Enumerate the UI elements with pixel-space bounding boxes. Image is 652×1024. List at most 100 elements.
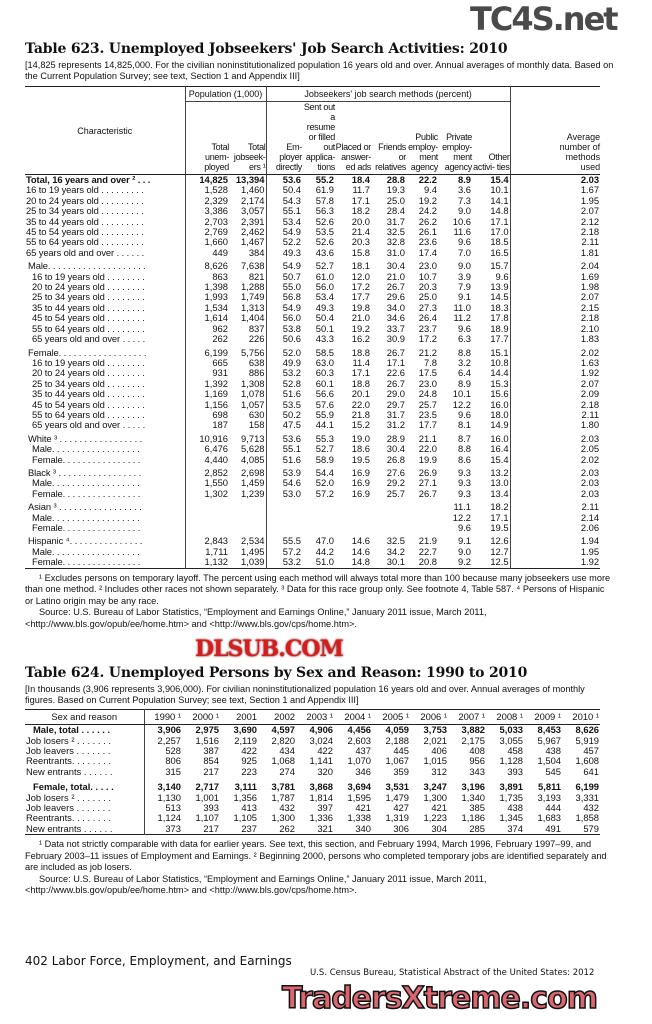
cell-value: 432	[279, 801, 295, 813]
cell-public-agency: 24.8	[418, 388, 437, 400]
table-row: 45 to 54 years old . . . . . . . . 1,614 1…	[25, 312, 600, 324]
cell-employer-directly: 52.8	[282, 377, 301, 389]
cell-value: 374	[507, 822, 523, 834]
row-label: Asian ³ . . . . . . . . . . . . . . . . …	[25, 501, 186, 513]
col-year: 2009 ¹	[524, 709, 562, 726]
table-row: 55 to 64 years old . . . . . . . . . 1,66…	[25, 236, 600, 248]
cell-value: 1,015	[423, 755, 447, 767]
cell-value: 1,336	[309, 812, 333, 824]
cell-employer-directly: 47.5	[282, 419, 301, 431]
cell-public-agency: 22.2	[418, 174, 437, 185]
page-footer-section: 402 Labor Force, Employment, and Earning…	[25, 953, 292, 968]
cell-total-unemployed: 1,302	[204, 487, 228, 499]
cell-public-agency: 17.4	[418, 246, 437, 258]
cell-average-methods: 2.04	[580, 260, 600, 272]
row-label: Job leavers . . . . . . .	[25, 745, 145, 757]
cell-value: 397	[317, 801, 333, 813]
cell-value: 1,067	[385, 755, 409, 767]
cell-other-activities: 13.2	[472, 467, 511, 479]
cell-private-agency: 11.0	[453, 301, 471, 313]
cell-placed-answered-ads	[335, 502, 371, 512]
cell-private-agency: 8.8	[457, 443, 471, 455]
cell-private-agency: 9.3	[457, 487, 471, 499]
cell-value: 1,479	[385, 791, 409, 803]
cell-public-agency: 19.2	[418, 194, 437, 206]
cell-value: 854	[203, 755, 219, 767]
table-row: 65 years old and over . . . . . 187 158 47.…	[25, 419, 600, 431]
cell-average-methods: 2.18	[580, 226, 600, 238]
table-row: 35 to 44 years old . . . . . . . . . 2,70…	[25, 216, 600, 228]
cell-employer-directly: 52.2	[282, 236, 301, 248]
cell-value: 2,975	[195, 724, 219, 736]
table-row: Female. . . . . . . . . . . . . . . . 1,1…	[25, 556, 600, 569]
cell-other-activities: 12.7	[472, 546, 511, 558]
cell-total-jobseekers: 1,078	[229, 388, 267, 400]
cell-private-agency: 3.2	[457, 356, 471, 368]
cell-private-agency: 9.3	[457, 477, 471, 489]
cell-average-methods: 2.03	[580, 174, 600, 185]
cell-total-jobseekers: 3,057	[229, 205, 267, 217]
cell-public-agency: 17.7	[418, 419, 437, 431]
cell-other-activities: 18.2	[472, 501, 511, 513]
cell-total-unemployed: 2,843	[204, 535, 228, 547]
cell-value: 217	[203, 822, 219, 834]
table-623-footnote: ¹ Excludes persons on temporary layoff. …	[25, 572, 611, 606]
row-label: 65 years old and over . . . . .	[25, 333, 186, 345]
cell-value: 438	[545, 744, 561, 756]
cell-other-activities: 9.6	[472, 271, 511, 283]
cell-friends-relatives: 34.6	[386, 312, 405, 324]
group-methods: Jobseekers' job search methods (percent)	[266, 86, 511, 102]
row-label: 45 to 54 years old . . . . . . . . .	[25, 226, 186, 238]
cell-placed-answered-ads: 18.6	[351, 443, 370, 455]
cell-total-jobseekers: 1,039	[229, 557, 267, 569]
cell-average-methods: 1.95	[580, 194, 600, 206]
cell-value: 1,608	[575, 755, 599, 767]
cell-private-agency: 8.7	[457, 432, 471, 444]
cell-public-agency: 21.9	[418, 535, 437, 547]
cell-public-agency: 23.0	[418, 377, 437, 389]
cell-employer-directly: 50.6	[282, 333, 301, 345]
cell-total-jobseekers: 630	[229, 409, 267, 421]
cell-private-agency: 8.6	[457, 453, 471, 465]
cell-average-methods: 2.15	[580, 301, 600, 313]
cell-sent-resume: 51.0	[315, 556, 334, 568]
cell-average-methods: 2.18	[580, 312, 600, 324]
cell-placed-answered-ads: 19.2	[351, 322, 370, 334]
cell-other-activities: 16.0	[472, 399, 511, 410]
cell-value: 1,858	[575, 812, 599, 824]
row-label: Male. . . . . . . . . . . . . . . . . . …	[25, 260, 186, 272]
cell-average-methods: 2.07	[580, 377, 600, 389]
col-public-agency: Public employ- ment agency	[406, 101, 438, 175]
row-label: 25 to 34 years old . . . . . . . . .	[25, 205, 186, 217]
cell-employer-directly: 53.0	[282, 487, 301, 499]
cell-employer-directly: 54.9	[282, 260, 301, 272]
cell-value: 641	[583, 765, 599, 777]
cell-other-activities: 16.5	[472, 247, 511, 259]
cell-private-agency: 12.2	[452, 398, 471, 410]
row-label: Female. . . . . . . . . . . . . . . . . …	[25, 347, 186, 358]
cell-other-activities: 17.7	[472, 333, 511, 345]
table-624-footnote: ¹ Data not strictly comparable with data…	[25, 839, 607, 873]
cell-total-jobseekers: 2,174	[229, 195, 267, 207]
cell-friends-relatives: 31.0	[386, 246, 405, 258]
cell-employer-directly: 54.9	[282, 301, 301, 313]
cell-value: 1,345	[499, 812, 523, 824]
cell-value: 438	[507, 801, 523, 813]
cell-value: 3,781	[271, 781, 295, 793]
cell-friends-relatives: 32.8	[386, 236, 405, 248]
cell-total-jobseekers: 1,404	[229, 312, 267, 324]
table-623: Characteristic Population (1,000) Jobsee…	[25, 86, 601, 569]
cell-total-jobseekers: 5,756	[229, 347, 267, 358]
cell-value: 1,186	[461, 812, 485, 824]
cell-friends-relatives: 22.6	[386, 367, 405, 379]
cell-total-unemployed: 8,626	[204, 260, 228, 272]
cell-value: 3,694	[347, 781, 371, 793]
watermark-logo-dlsub: DLSUB.COM	[195, 636, 344, 663]
cell-total-unemployed: 10,916	[199, 432, 228, 444]
cell-friends-relatives: 25.7	[386, 487, 405, 499]
cell-value: 1,504	[537, 755, 561, 767]
cell-sent-resume: 43.3	[315, 333, 334, 345]
cell-other-activities: 10.8	[472, 357, 511, 369]
cell-public-agency: 22.7	[418, 545, 437, 557]
cell-value: 434	[279, 744, 295, 756]
